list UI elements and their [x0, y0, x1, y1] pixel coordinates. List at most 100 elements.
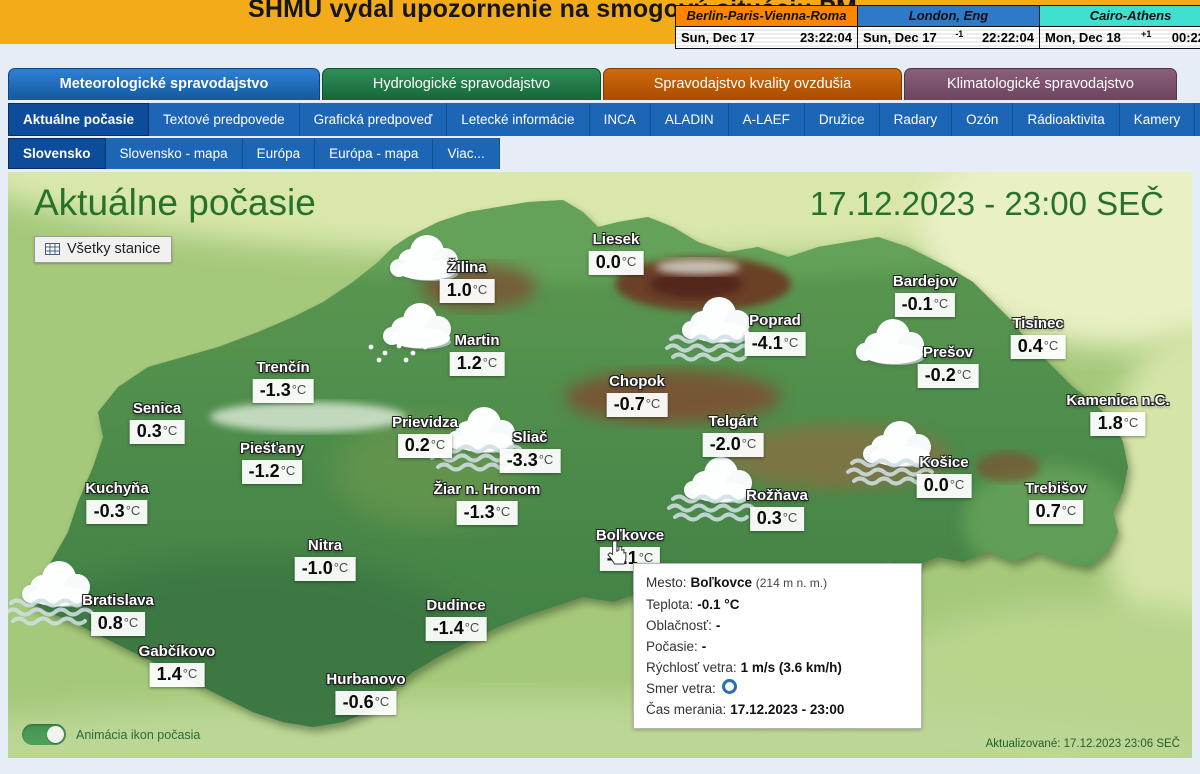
main-category-tabs: Meteorologické spravodajstvo Hydrologick… [8, 68, 1177, 100]
weather-map[interactable]: Aktuálne počasie 17.12.2023 - 23:00 SEČ … [8, 172, 1192, 758]
station-hurbanovo[interactable]: Hurbanovo -0.6°C [326, 671, 406, 715]
station-liesek[interactable]: Liesek 0.0°C [588, 231, 644, 275]
station-temp-box: -4.1°C [744, 332, 806, 356]
station-city-label: Dudince [426, 597, 486, 614]
last-updated-text: Aktualizované: 17.12.2023 23:06 SEČ [985, 738, 1180, 750]
clock-city-label: London, Eng [858, 6, 1039, 27]
station-city-label: Sliač [512, 429, 548, 446]
view-tab-slovensko[interactable]: Slovensko [8, 138, 106, 169]
tab-textové-predpovede[interactable]: Textové predpovede [149, 103, 300, 136]
world-clocks: Berlin-Paris-Vienna-Roma Sun, Dec 17 23:… [675, 5, 1200, 49]
station-rožňava[interactable]: Rožňava 0.3°C [746, 487, 808, 531]
station-temp-box: 0.7°C [1028, 500, 1084, 524]
tab-grafická-predpoveď[interactable]: Grafická predpoveď [299, 103, 448, 136]
station-temp-box: -1.3°C [252, 379, 314, 403]
clock-city-label: Cairo-Athens [1040, 6, 1200, 27]
clock-date: Mon, Dec 18 [1045, 30, 1121, 45]
station-tisinec[interactable]: Tisinec 0.4°C [1010, 315, 1066, 359]
main-tab-klimatologické-spravodajstvo[interactable]: Klimatologické spravodajstvo [904, 68, 1177, 100]
clock-time: 00:22 [1171, 30, 1200, 45]
animation-toggle-label: Animácia ikon počasia [76, 727, 201, 742]
tooltip-weather-value: - [701, 639, 707, 654]
tooltip-city-value: Boľkovce [690, 575, 752, 590]
station-city-label: Prešov [922, 344, 974, 361]
station-bratislava[interactable]: Bratislava 0.8°C [82, 592, 154, 636]
clock-date: Sun, Dec 17 [863, 30, 937, 45]
tab-kamery[interactable]: Kamery [1119, 103, 1196, 136]
tab-aktuálne-počasie[interactable]: Aktuálne počasie [8, 103, 150, 136]
toggle-track[interactable] [22, 724, 66, 745]
main-tab-hydrologické-spravodajstvo[interactable]: Hydrologické spravodajstvo [322, 68, 601, 100]
station-city-label: Košice [919, 454, 969, 471]
view-tab-eur-pa[interactable]: Európa [242, 138, 316, 169]
wind-direction-icon [721, 679, 737, 694]
station-city-label: Bardejov [892, 273, 958, 290]
station-city-label: Trenčín [256, 359, 310, 376]
station-piešťany[interactable]: Piešťany -1.2°C [240, 440, 304, 484]
station-žilina[interactable]: Žilina 1.0°C [439, 259, 495, 303]
station-nitra[interactable]: Nitra -1.0°C [294, 537, 356, 581]
map-datetime: 17.12.2023 - 23:00 SEČ [809, 185, 1164, 222]
station-žiar-n-hronom[interactable]: Žiar n. Hronom -1.3°C [433, 481, 541, 525]
station-temp-box: 0.3°C [129, 420, 185, 444]
station-city-label: Tisinec [1012, 315, 1064, 332]
main-tab-meteorologické-spravodajstvo[interactable]: Meteorologické spravodajstvo [8, 68, 320, 100]
station-temp-box: 0.0°C [588, 251, 644, 275]
station-city-label: Telgárt [708, 413, 758, 430]
clock-time: 22:22:04 [981, 30, 1034, 45]
station-chopok[interactable]: Chopok -0.7°C [606, 373, 668, 417]
tab-radary[interactable]: Radary [879, 103, 953, 136]
station-temp-box: -0.2°C [917, 364, 979, 388]
all-stations-button[interactable]: Všetky stanice [34, 236, 172, 263]
main-tab-spravodajstvo-kvality-ovzdušia[interactable]: Spravodajstvo kvality ovzdušia [603, 68, 902, 100]
clock-time-row: Mon, Dec 18 +1 00:22 [1040, 27, 1200, 48]
tooltip-winddir-label: Smer vetra: [646, 681, 716, 696]
tab-letecké-informácie[interactable]: Letecké informácie [447, 103, 590, 136]
animation-toggle[interactable]: Animácia ikon počasia [22, 724, 200, 745]
map-title: Aktuálne počasie [34, 182, 316, 223]
tab-inca[interactable]: INCA [589, 103, 651, 136]
station-city-label: Bratislava [82, 592, 154, 609]
station-prievidza[interactable]: Prievidza 0.2°C [392, 414, 458, 458]
tab-a-laef[interactable]: A-LAEF [728, 103, 805, 136]
station-senica[interactable]: Senica 0.3°C [129, 400, 185, 444]
view-tab-slovensko-mapa[interactable]: Slovensko - mapa [105, 138, 243, 169]
tab-družice[interactable]: Družice [804, 103, 880, 136]
tooltip-city-label: Mesto: [646, 575, 687, 590]
station-košice[interactable]: Košice 0.0°C [916, 454, 972, 498]
station-sliač[interactable]: Sliač -3.3°C [499, 429, 561, 473]
station-city-label: Senica [132, 400, 182, 417]
station-city-label: Prievidza [392, 414, 458, 431]
station-temp-box: 1.8°C [1090, 412, 1146, 436]
station-temp-box: -3.3°C [499, 449, 561, 473]
station-city-label: Liesek [592, 231, 640, 248]
view-tab-eur-pa-mapa[interactable]: Európa - mapa [315, 138, 434, 169]
tab-oz-n[interactable]: Ozón [952, 103, 1014, 136]
station-city-label: Piešťany [240, 440, 304, 457]
station-trenčín[interactable]: Trenčín -1.3°C [252, 359, 314, 403]
station-dudince[interactable]: Dudince -1.4°C [425, 597, 487, 641]
station-city-label: Žiar n. Hronom [433, 481, 541, 498]
view-tabs: Slovensko Slovensko - mapa Európa Európa… [8, 138, 500, 169]
tab-fotky[interactable]: Fotky [1195, 103, 1200, 136]
view-tab-viac[interactable]: Viac... [433, 138, 500, 169]
station-city-label: Kamenica n.C. [1066, 392, 1170, 409]
station-city-label: Nitra [307, 537, 343, 554]
tab-aladin[interactable]: ALADIN [650, 103, 729, 136]
station-trebišov[interactable]: Trebišov 0.7°C [1025, 480, 1087, 524]
station-city-label: Trebišov [1025, 480, 1087, 497]
tab-rádioaktivita[interactable]: Rádioaktivita [1013, 103, 1120, 136]
station-boľkovce[interactable]: Boľkovce -0.1°C [596, 527, 664, 571]
station-temp-box: 0.3°C [749, 507, 805, 531]
station-martin[interactable]: Martin 1.2°C [449, 332, 505, 376]
station-kamenica-n-c[interactable]: Kamenica n.C. 1.8°C [1066, 392, 1170, 436]
station-gabčíkovo[interactable]: Gabčíkovo 1.4°C [139, 643, 215, 687]
station-temp-box: -0.6°C [335, 691, 397, 715]
clock-time: 23:22:04 [799, 30, 852, 45]
station-kuchyňa[interactable]: Kuchyňa -0.3°C [85, 480, 149, 524]
station-poprad[interactable]: Poprad -4.1°C [744, 312, 806, 356]
station-bardejov[interactable]: Bardejov -0.1°C [893, 273, 957, 317]
station-city-label: Žilina [447, 259, 487, 276]
station-prešov[interactable]: Prešov -0.2°C [917, 344, 979, 388]
station-telgárt[interactable]: Telgárt -2.0°C [702, 413, 764, 457]
